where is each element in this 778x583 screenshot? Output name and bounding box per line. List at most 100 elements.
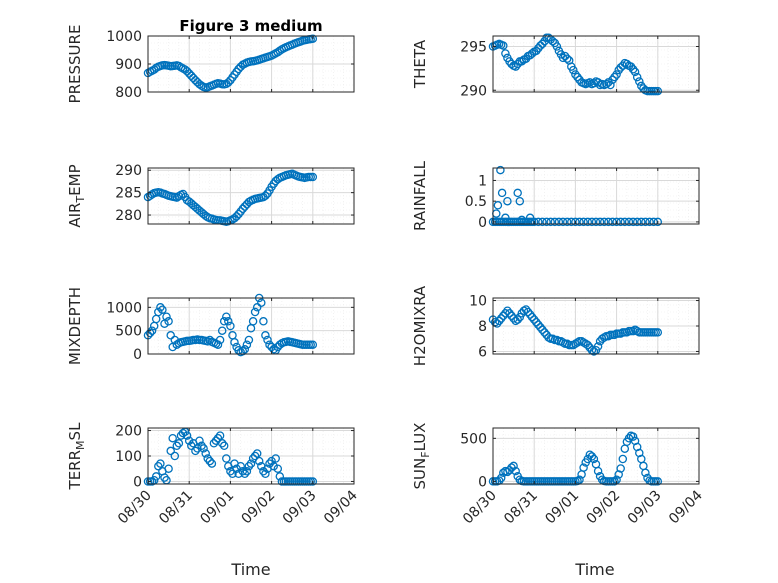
data-point (254, 456, 264, 466)
data-point (569, 65, 578, 75)
data-point (503, 196, 512, 206)
data-point (203, 454, 212, 463)
data-point (575, 475, 584, 484)
data-point (589, 347, 599, 356)
data-point (599, 217, 609, 227)
subplot-air-temp: 280 285 290 AIRTEMP (66, 163, 355, 228)
x-tick-label: 09/01 (542, 488, 582, 528)
data-point (513, 315, 522, 324)
data-point (191, 446, 200, 456)
axes-box (147, 167, 355, 225)
y-axis-label: RAINFALL (411, 160, 429, 231)
data-point (604, 331, 613, 341)
data-point (604, 217, 613, 227)
data-point (612, 217, 621, 227)
y-tick-label: 1000 (106, 300, 142, 316)
data-point (168, 433, 177, 443)
data-point (257, 298, 266, 307)
data-point (591, 217, 601, 227)
data-point (635, 77, 644, 86)
y-tick-label: 0 (478, 215, 487, 231)
data-point (215, 335, 225, 345)
data-point (182, 431, 192, 440)
data-point (224, 78, 233, 87)
data-point (275, 472, 285, 481)
data-point (538, 217, 547, 227)
data-point (583, 340, 593, 350)
x-axis-label-left: Time (230, 560, 270, 579)
y-tick-label: 500 (460, 431, 487, 447)
data-point (242, 467, 252, 476)
data-point (207, 459, 217, 468)
y-axis-label: MIXDEPTH (66, 287, 84, 365)
data-point (523, 307, 533, 317)
data-point (573, 476, 582, 486)
y-tick-label: 900 (115, 57, 142, 73)
data-point (501, 213, 510, 223)
data-point (174, 191, 184, 201)
x-tick-label: 08/31 (156, 488, 196, 528)
data-point (653, 328, 663, 337)
x-tick-label: 08/30 (115, 488, 155, 528)
x-tick-label: 09/04 (321, 487, 361, 527)
data-point (236, 461, 245, 471)
data-point (259, 317, 268, 326)
subplot-mixdepth: 0 500 1000 MIXDEPTH (66, 287, 355, 365)
data-point (226, 321, 235, 331)
data-point (275, 46, 285, 56)
data-point (583, 217, 593, 227)
data-point (540, 328, 549, 337)
data-point (166, 446, 175, 456)
y-axis-label: THETA (411, 39, 429, 89)
data-point (546, 217, 555, 227)
data-point (156, 459, 165, 468)
data-point (509, 314, 518, 323)
data-point (517, 215, 527, 225)
x-tick-label: 09/02 (584, 488, 624, 528)
data-point (497, 188, 507, 198)
data-point (606, 80, 615, 90)
data-point (246, 459, 256, 468)
x-tick-label: 09/03 (625, 488, 665, 528)
data-point (248, 317, 258, 326)
data-point (224, 317, 233, 326)
series-markers (143, 427, 318, 486)
data-point (265, 340, 274, 349)
data-point (630, 67, 640, 77)
data-point (641, 217, 650, 227)
y-tick-label: 290 (115, 163, 142, 179)
data-point (160, 473, 169, 482)
y-axis-label: H2OMIXRA (411, 285, 429, 366)
data-point (569, 340, 578, 350)
data-point (527, 312, 537, 322)
data-point (505, 309, 514, 318)
x-tick-label: 08/30 (460, 488, 500, 528)
series-markers (143, 293, 318, 357)
y-tick-label: 0 (133, 347, 142, 363)
data-point (632, 326, 642, 336)
data-point (558, 217, 568, 227)
data-point (232, 212, 241, 221)
data-point (164, 317, 173, 326)
data-point (517, 57, 527, 66)
data-point (507, 59, 516, 69)
data-point (250, 451, 260, 461)
data-point (230, 338, 239, 347)
data-point (628, 65, 638, 74)
data-point (263, 335, 272, 345)
data-point (628, 326, 638, 336)
data-point (548, 36, 557, 46)
data-point (579, 217, 588, 227)
data-point (213, 433, 223, 443)
data-point (172, 193, 182, 202)
data-point (209, 439, 219, 448)
data-point (240, 469, 250, 479)
data-point (610, 72, 619, 82)
data-point (261, 331, 270, 340)
series-markers (488, 33, 663, 96)
data-point (217, 439, 227, 448)
data-point (610, 477, 619, 486)
series-markers (143, 169, 318, 227)
data-point (509, 461, 518, 471)
